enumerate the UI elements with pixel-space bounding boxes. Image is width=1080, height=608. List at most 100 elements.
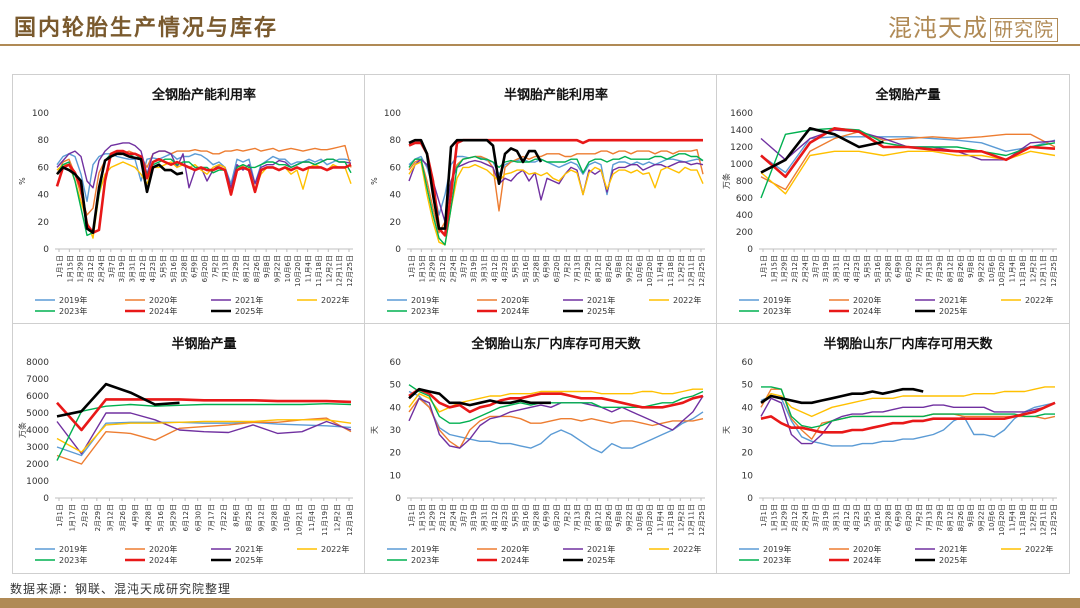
chart-3-xtick-28: 12月25日 [1050,255,1058,287]
chart-1-ytick-0: 0 [43,245,49,255]
chart-1-xtick-9: 4月23日 [149,255,157,282]
chart-3-xtick-9: 4月23日 [853,255,861,282]
chart-1-xtick-7: 3月31日 [129,255,137,282]
chart-6-xtick-24: 11月4日 [1009,504,1017,531]
chart-5-ylabel: 天 [370,426,379,434]
chart-6-ytick-4: 40 [742,403,754,413]
chart-5-xtick-5: 3月7日 [460,504,468,527]
chart-3-xtick-4: 2月24日 [801,255,809,282]
chart-5-xtick-13: 6月9日 [543,504,551,527]
chart-2-xtick-0: 1月1日 [408,255,416,278]
chart-5-legend-label-0: 2019年 [411,544,439,554]
chart-4-xtick-15: 8月25日 [245,504,253,531]
chart-panel-5: 全钢胎山东厂内库存可用天数 0 10 20 30 40 50 60 天 1月1日 1月15日 1月29… [365,324,717,573]
chart-5-xtick-4: 2月24日 [449,504,457,531]
chart-2-xtick-26: 12月2日 [677,255,685,282]
chart-3-ytick-8: 1600 [730,109,753,119]
chart-5-ytick-4: 40 [390,403,402,413]
chart-2-xtick-10: 5月5日 [512,255,520,278]
chart-2-xtick-16: 7月13日 [574,255,582,282]
chart-1-svg: 全钢胎产能利用率 0 20 40 60 80 100% 1月1日 1月15日 1月29日 2月12日… [18,87,354,316]
chart-5-series-2021 [408,395,704,449]
chart-1-xtick-20: 9月8日 [263,255,271,278]
chart-2-xtick-21: 9月22日 [626,255,634,282]
chart-6-xtick-6: 3月19日 [822,504,830,531]
chart-3-xtick-6: 3月19日 [822,255,830,282]
chart-4-xtick-7: 4月28日 [144,504,152,531]
chart-2-xtick-4: 2月24日 [449,255,457,282]
chart-2-ytick-2: 40 [390,191,402,201]
chart-2-xtick-25: 11月18日 [667,255,675,287]
chart-4-legend-label-4: 2023年 [59,555,87,565]
chart-4-xtick-1: 1月17日 [69,504,77,531]
chart-5-ytick-5: 50 [390,381,402,391]
chart-4-ylabel: 万条 [17,422,27,438]
chart-3-series-2020 [760,131,1056,191]
chart-2-xtick-15: 7月2日 [563,255,571,278]
chart-4-xtick-18: 10月6日 [283,504,291,531]
chart-6-xtick-16: 7月13日 [926,504,934,531]
chart-3-xtick-11: 5月16日 [874,255,882,282]
chart-3-series-2025 [760,126,884,174]
chart-1-xtick-1: 1月15日 [66,255,74,282]
chart-3-xtick-23: 10月20日 [998,255,1006,287]
chart-2-xtick-1: 1月15日 [418,255,426,282]
chart-4-xtick-9: 5月29日 [169,504,177,531]
chart-2-series-2025 [408,138,543,230]
chart-5-xtick-26: 12月2日 [677,504,685,531]
chart-4-series-2025 [56,382,180,418]
chart-2-xtick-28: 12月25日 [698,255,706,287]
chart-3-series-2024 [760,126,1056,179]
chart-5-xtick-12: 5月28日 [532,504,540,531]
chart-5-xtick-1: 1月15日 [418,504,426,531]
chart-2-xtick-18: 8月12日 [594,255,602,282]
chart-5-title: 全钢胎山东厂内库存可用天数 [470,336,641,352]
chart-6-xtick-7: 3月31日 [833,504,841,531]
chart-2-xtick-23: 10月20日 [646,255,654,287]
chart-3-xtick-16: 7月13日 [926,255,934,282]
chart-2-xtick-17: 7月29日 [584,255,592,282]
chart-5-legend-label-6: 2025年 [587,555,615,565]
chart-6-ytick-3: 30 [742,426,754,436]
chart-5-legend-label-4: 2023年 [411,555,439,565]
chart-1-ytick-4: 80 [38,136,50,146]
chart-2-xtick-3: 2月12日 [439,255,447,282]
chart-3-legend-label-0: 2019年 [763,295,791,305]
chart-4-xtick-6: 4月9日 [132,504,140,527]
chart-4-xtick-23: 12月18日 [346,504,354,536]
chart-4-xtick-12: 7月17日 [207,504,215,531]
chart-1-xtick-17: 7月29日 [232,255,240,282]
chart-5-ytick-1: 10 [390,471,402,481]
chart-2-xtick-14: 6月20日 [553,255,561,282]
chart-3-xtick-18: 8月12日 [946,255,954,282]
chart-3-xtick-5: 3月7日 [812,255,820,278]
chart-5-svg: 全钢胎山东厂内库存可用天数 0 10 20 30 40 50 60 天 1月1日 1月15日 1月29… [370,336,706,565]
chart-4-ytick-4: 4000 [26,426,49,436]
chart-6-ytick-1: 10 [742,471,754,481]
chart-6-xtick-20: 9月8日 [967,504,975,527]
chart-5-xtick-10: 5月5日 [512,504,520,527]
chart-2-ytick-5: 100 [384,109,401,119]
chart-5-ytick-3: 30 [390,426,402,436]
chart-6-ytick-2: 20 [742,449,754,459]
chart-6-xtick-21: 9月22日 [978,504,986,531]
chart-4-ytick-8: 8000 [26,358,49,368]
chart-1-ylabel: % [18,177,27,185]
chart-6-ylabel: 天 [722,426,731,434]
chart-1-xtick-6: 3月19日 [118,255,126,282]
chart-2-xtick-2: 1月29日 [429,255,437,282]
chart-1-ytick-3: 60 [38,163,50,173]
chart-3-title: 全钢胎产量 [874,87,940,103]
chart-panel-2: 半钢胎产能利用率 0 20 40 60 80 100% 1月1日 1月15日 1月29日 2月12日… [365,75,717,324]
chart-6-legend-label-1: 2020年 [853,544,881,554]
chart-2-series-2020 [408,148,704,234]
chart-6-ytick-6: 60 [742,358,754,368]
chart-5-xtick-23: 10月20日 [646,504,654,536]
chart-1-xtick-0: 1月1日 [56,255,64,278]
chart-5-series-2024 [408,387,704,414]
chart-1-xtick-8: 4月12日 [139,255,147,282]
chart-4-xtick-4: 3月12日 [106,504,114,531]
chart-6-xtick-27: 12月11日 [1040,504,1048,536]
chart-3-xtick-15: 7月2日 [915,255,923,278]
chart-6-series-2019 [760,395,1056,447]
